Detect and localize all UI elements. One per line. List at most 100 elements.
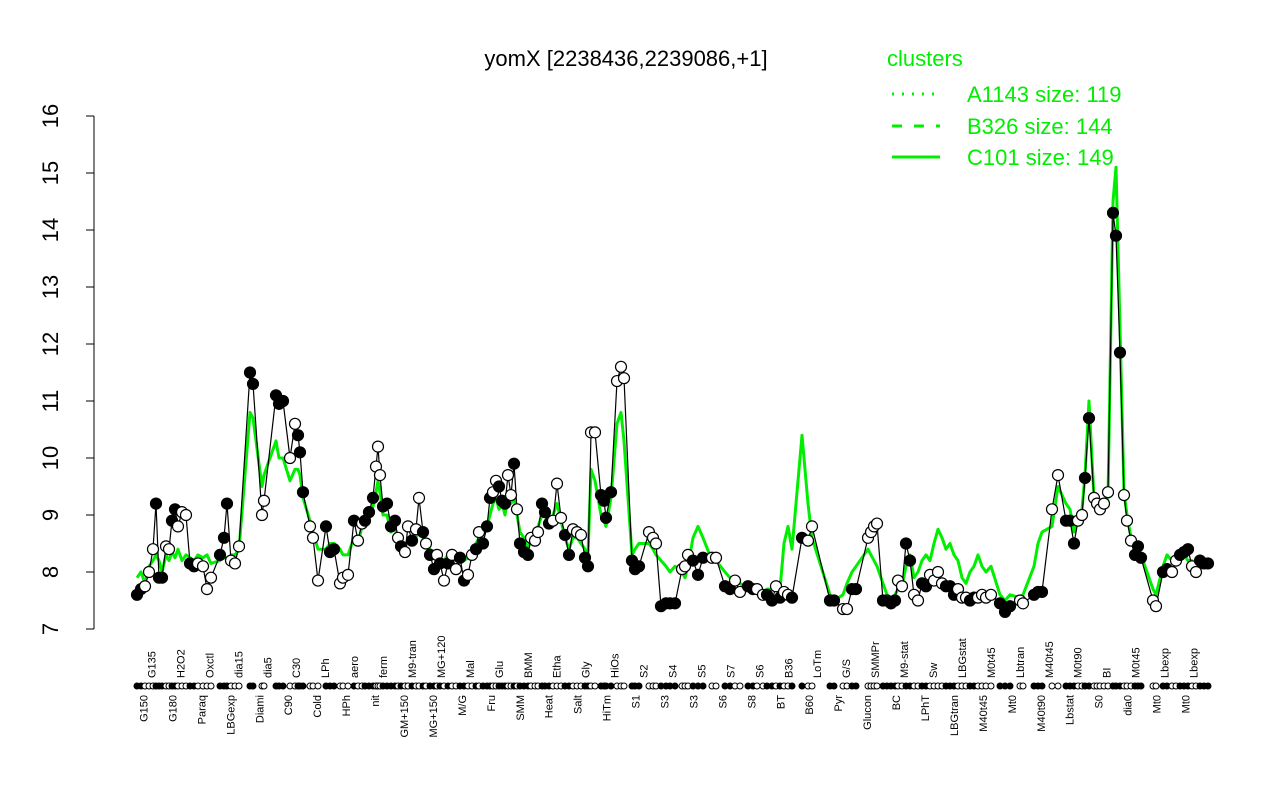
x-tick-label: LBGstat xyxy=(957,638,969,678)
x-tick-label: MG+150 xyxy=(428,695,440,738)
legend-entry-solid: C101 size: 149 xyxy=(892,145,1114,170)
x-tick-label: G135 xyxy=(146,651,158,678)
x-tick-label: HPh xyxy=(341,695,353,716)
x-tick-label: dia0 xyxy=(1123,695,1135,716)
x-tick-label: M0t45 xyxy=(1131,647,1143,678)
data-point xyxy=(213,548,227,562)
data-point xyxy=(405,534,419,547)
data-point xyxy=(632,560,646,573)
data-point xyxy=(1097,497,1111,510)
data-point xyxy=(196,560,210,573)
data-point xyxy=(155,571,169,584)
data-point xyxy=(371,440,385,453)
x-tick-label: LBGexp xyxy=(225,695,237,735)
data-point xyxy=(501,469,515,482)
data-point xyxy=(1016,597,1030,610)
x-tick-label: Paraq xyxy=(196,695,208,724)
data-point xyxy=(498,497,512,510)
x-tick-label: Salt xyxy=(573,695,585,714)
x-tick-label: SMMPr xyxy=(870,641,882,678)
x-tick-label: Pyr xyxy=(833,695,845,712)
x-tick-label: LoTm xyxy=(812,650,824,678)
data-point xyxy=(296,486,310,499)
x-tick-label: S8 xyxy=(746,695,758,708)
data-point xyxy=(319,520,333,533)
data-point xyxy=(614,360,628,373)
data-point xyxy=(668,597,682,610)
x-labels-top: G135 H2O2 Oxctl dia15 dia5 C30 LPh aero ferm M9-t… xyxy=(146,636,1200,679)
data-point xyxy=(380,497,394,510)
data-point xyxy=(1051,469,1065,482)
x-tick-label: G180 xyxy=(167,695,179,722)
x-tick-label: Etha xyxy=(552,654,564,678)
x-tick-label: Oxctl xyxy=(204,653,216,678)
data-point xyxy=(398,545,412,559)
data-point xyxy=(366,491,380,504)
data-point xyxy=(257,494,271,507)
data-point xyxy=(581,560,595,573)
data-point xyxy=(903,554,917,567)
data-point xyxy=(554,511,568,524)
y-tick-label: 10 xyxy=(38,446,63,470)
x-tick-label: Mt0 xyxy=(1152,695,1164,713)
data-point xyxy=(416,525,430,539)
x-tick-label: S5 xyxy=(696,665,708,678)
data-point xyxy=(931,565,945,579)
x-tick-label: C90 xyxy=(283,695,295,715)
x-tick-label: HiTm xyxy=(602,695,614,721)
data-point xyxy=(492,480,506,493)
legend-label-c101: C101 size: 149 xyxy=(967,145,1114,170)
data-point xyxy=(1075,508,1089,522)
data-point xyxy=(276,394,290,408)
x-tick-label: S2 xyxy=(639,665,651,678)
x-tick-label: H2O2 xyxy=(175,649,187,678)
data-point xyxy=(255,508,269,522)
data-point xyxy=(412,491,426,504)
legend-label-a1143: A1143 size: 119 xyxy=(967,82,1122,107)
data-point xyxy=(162,543,176,556)
data-point xyxy=(419,537,433,550)
data-point xyxy=(827,594,841,607)
x-tick-label: S6 xyxy=(754,665,766,678)
data-point xyxy=(895,580,909,593)
x-tick-label: Heat xyxy=(544,695,556,718)
x-tick-label: M0t90 xyxy=(1073,647,1085,678)
x-tick-label: LPhT xyxy=(920,695,932,722)
x-tick-label: Lbexp xyxy=(1160,648,1172,678)
x-tick-label: M/G xyxy=(457,695,469,716)
data-point xyxy=(604,486,618,499)
x-tick-label: Lbexp xyxy=(1189,648,1201,678)
data-point xyxy=(888,594,902,607)
data-point xyxy=(476,537,490,550)
data-point xyxy=(1149,600,1163,613)
data-point xyxy=(246,377,260,390)
data-point xyxy=(870,517,884,530)
x-tick-label: M40t45 xyxy=(1044,641,1056,678)
data-points xyxy=(130,206,1215,619)
x-tick-label: M40t90 xyxy=(1036,695,1048,732)
x-tick-label: S3 xyxy=(660,695,672,708)
x-tick-label: S0 xyxy=(1094,695,1106,708)
data-point xyxy=(146,543,160,556)
legend: clusters A1143 size: 119 B326 size: 144 … xyxy=(887,46,1122,170)
data-point xyxy=(288,417,302,430)
x-tick-label: M9-stat xyxy=(899,641,911,678)
x-tick-label: Fru xyxy=(486,695,498,712)
data-point xyxy=(899,537,913,550)
data-point xyxy=(1189,565,1203,579)
data-point xyxy=(327,543,341,556)
x-tick-label: BC xyxy=(891,695,903,710)
data-point xyxy=(480,520,494,533)
x-tick-label: HiOs xyxy=(610,653,622,678)
x-tick-label: BI xyxy=(1102,668,1114,678)
x-tick-label: S6 xyxy=(717,695,729,708)
data-point xyxy=(461,568,475,581)
data-point xyxy=(1120,514,1134,527)
data-point xyxy=(1134,551,1148,564)
data-point xyxy=(149,497,163,510)
data-point xyxy=(709,551,723,564)
data-point xyxy=(1113,346,1127,359)
data-point xyxy=(599,511,613,524)
data-point xyxy=(306,531,320,544)
